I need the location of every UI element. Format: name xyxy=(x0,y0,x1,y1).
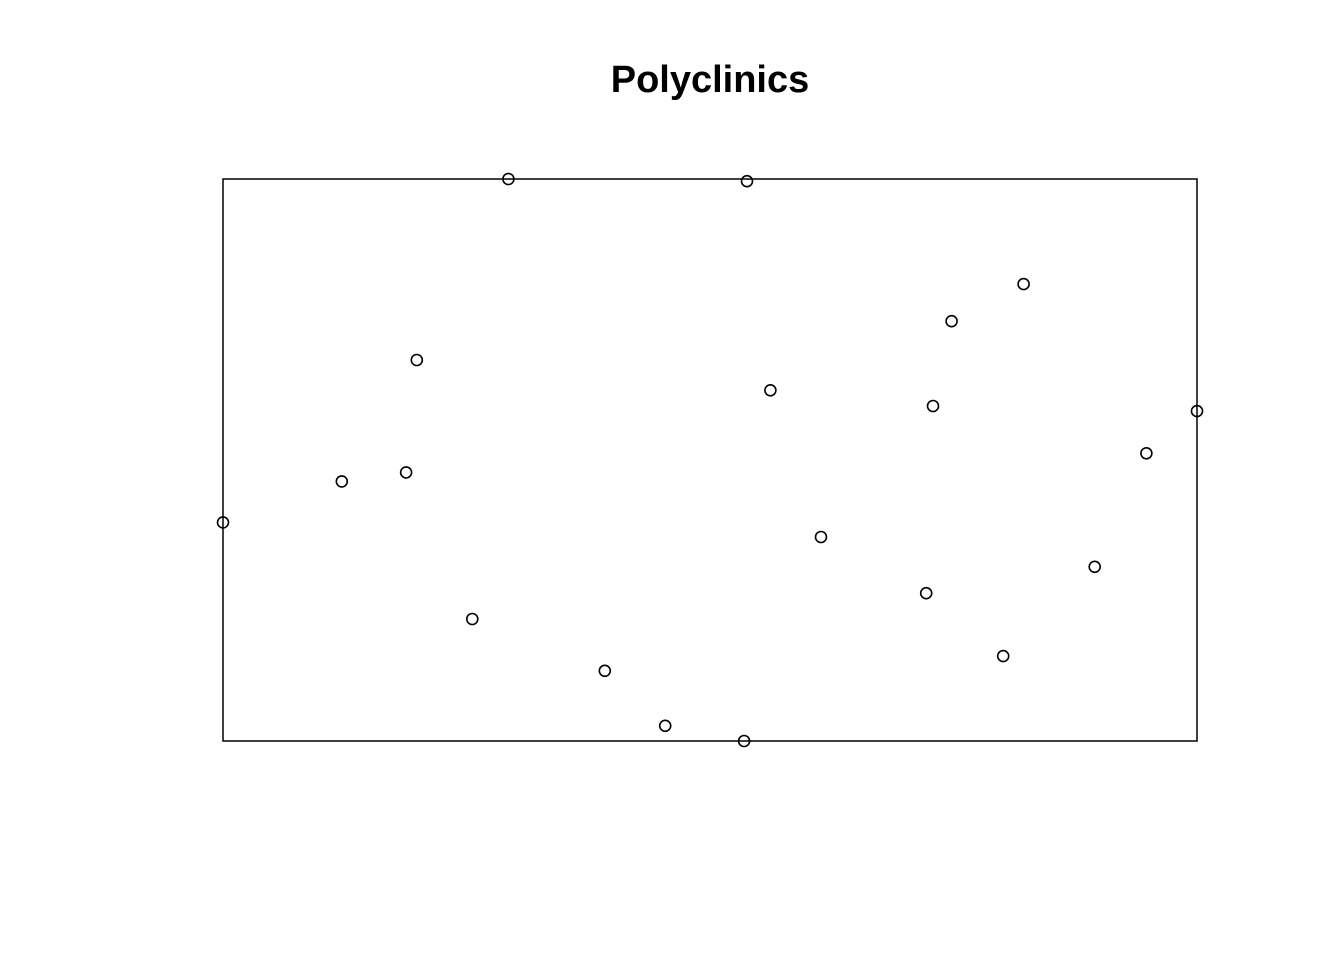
data-point-20 xyxy=(737,734,751,748)
data-point-16 xyxy=(465,612,479,626)
data-point-18 xyxy=(598,664,612,678)
data-point-3 xyxy=(1017,277,1030,291)
data-point-12 xyxy=(216,516,230,529)
data-point-5 xyxy=(410,353,424,367)
data-point-4 xyxy=(945,314,958,328)
plot-frame xyxy=(222,178,1198,742)
chart-title: Polyclinics xyxy=(611,59,810,101)
data-point-13 xyxy=(814,530,828,544)
data-point-2 xyxy=(740,174,754,188)
data-point-9 xyxy=(1140,446,1153,460)
data-point-11 xyxy=(335,475,349,488)
data-point-7 xyxy=(926,399,940,413)
data-point-10 xyxy=(399,466,413,479)
data-point-14 xyxy=(1088,560,1101,574)
data-points xyxy=(216,172,1204,748)
data-point-17 xyxy=(996,649,1010,663)
data-point-19 xyxy=(658,719,672,733)
data-point-15 xyxy=(919,586,933,600)
data-point-1 xyxy=(502,172,515,186)
data-point-8 xyxy=(1190,404,1204,418)
data-point-6 xyxy=(764,383,777,397)
